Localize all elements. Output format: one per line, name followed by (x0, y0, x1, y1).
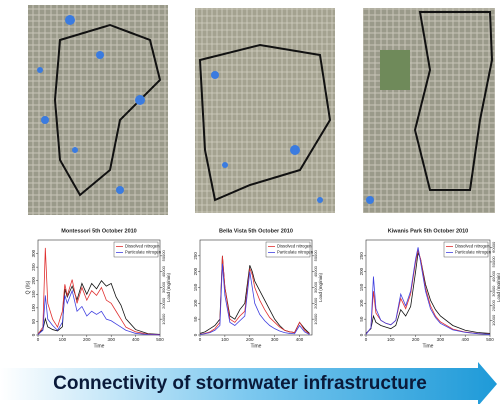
series-line (37, 247, 161, 336)
x-tick-label: 400 (132, 337, 140, 342)
y2-tick-label: 60000 (491, 241, 496, 253)
legend-label: Dissolved nitrogen (455, 244, 490, 249)
y2-tick-label: 40000 (313, 265, 318, 277)
banner-text: Connectivity of stormwater infrastructur… (53, 373, 427, 394)
y2-tick-label: 50000 (313, 249, 318, 261)
chart-title: Montessori 5th October 2010 (61, 228, 137, 234)
y-tick-label: 0 (31, 333, 36, 336)
y-tick-label: 100 (359, 299, 364, 307)
y2-axis-label: Load (mg/min) (166, 272, 171, 302)
y-tick-label: 150 (31, 290, 36, 298)
x-tick-label: 300 (271, 337, 279, 342)
x-tick-label: 200 (83, 337, 91, 342)
y-tick-label: 50 (31, 318, 36, 324)
x-tick-label: 0 (37, 337, 40, 342)
y2-tick-label: 10000 (313, 313, 318, 325)
legend-label: Particulate nitrogen (125, 250, 162, 255)
chart-title: Bella Vista 5th October 2010 (219, 228, 293, 234)
series-line (199, 255, 310, 335)
y2-tick-label: 50000 (161, 249, 166, 261)
y-tick-label: 50 (193, 316, 198, 322)
legend-label: Dissolved nitrogen (125, 244, 160, 249)
legend-box (265, 241, 311, 258)
x-axis-label: Time (251, 343, 262, 349)
y2-tick-label: 20000 (491, 299, 496, 311)
y-tick-label: 150 (193, 283, 198, 291)
x-tick-label: 400 (296, 337, 304, 342)
y2-tick-label: 20000 (313, 297, 318, 309)
y2-tick-label: 50000 (491, 256, 496, 268)
x-tick-label: 200 (246, 337, 254, 342)
x-tick-label: 0 (365, 337, 368, 342)
series-line (37, 280, 161, 335)
y2-axis-label: Load (mg/min) (318, 272, 323, 302)
x-axis-label: Time (423, 343, 434, 349)
y2-tick-label: 10000 (491, 314, 496, 326)
map-montessori (28, 5, 168, 215)
x-tick-label: 0 (199, 337, 202, 342)
x-tick-label: 100 (221, 337, 229, 342)
y-tick-label: 200 (359, 267, 364, 275)
series-line (199, 263, 310, 335)
y2-tick-label: 20000 (161, 297, 166, 309)
legend-box (443, 241, 489, 258)
y2-tick-label: 30000 (491, 285, 496, 297)
banner: Connectivity of stormwater infrastructur… (0, 362, 497, 406)
x-tick-label: 300 (437, 337, 445, 342)
x-tick-label: 300 (107, 337, 115, 342)
y-tick-label: 0 (359, 333, 364, 336)
y2-tick-label: 30000 (161, 281, 166, 293)
x-tick-label: 100 (59, 337, 67, 342)
y-tick-label: 250 (31, 263, 36, 271)
x-axis-label: Time (94, 343, 105, 349)
x-tick-label: 500 (156, 337, 164, 342)
y2-tick-label: 10000 (161, 313, 166, 325)
map-kiwanis-park (363, 8, 495, 213)
legend-label: Dissolved nitrogen (277, 244, 312, 249)
x-tick-label: 400 (461, 337, 469, 342)
y-tick-label: 150 (359, 283, 364, 291)
y2-tick-label: 40000 (491, 270, 496, 282)
y2-axis-label: Load (mg/min) (496, 272, 500, 302)
y-tick-label: 200 (31, 276, 36, 284)
chart-title: Kiwanis Park 5th October 2010 (388, 228, 468, 234)
series-line (37, 289, 161, 336)
chart: Kiwanis Park 5th October 2010 0 100 200 300 4… (359, 228, 500, 349)
legend-label: Particulate nitrogen (277, 250, 314, 255)
y-tick-label: 250 (359, 252, 364, 260)
y-tick-label: 100 (31, 304, 36, 312)
chart: Montessori 5th October 2010 0 100 200 300 400… (25, 228, 171, 349)
series-line (365, 252, 491, 334)
legend-box (113, 241, 159, 258)
x-tick-label: 500 (486, 337, 494, 342)
legend-label: Particulate nitrogen (455, 250, 492, 255)
y-tick-label: 250 (193, 252, 198, 260)
y2-tick-label: 40000 (161, 265, 166, 277)
y2-tick-label: 30000 (313, 281, 318, 293)
y-tick-label: 200 (193, 267, 198, 275)
y-tick-label: 0 (193, 333, 198, 336)
y-axis-label: Q (l/s) (25, 280, 31, 294)
y-tick-label: 100 (193, 299, 198, 307)
y-tick-label: 300 (31, 249, 36, 257)
series-line (365, 250, 491, 335)
x-tick-label: 100 (387, 337, 395, 342)
y-tick-label: 50 (359, 316, 364, 322)
series-line (199, 255, 310, 334)
x-tick-label: 200 (412, 337, 420, 342)
map-bella-vista (195, 8, 335, 213)
chart: Bella Vista 5th October 2010 0 100 200 300 40… (193, 228, 323, 349)
series-line (365, 247, 491, 335)
